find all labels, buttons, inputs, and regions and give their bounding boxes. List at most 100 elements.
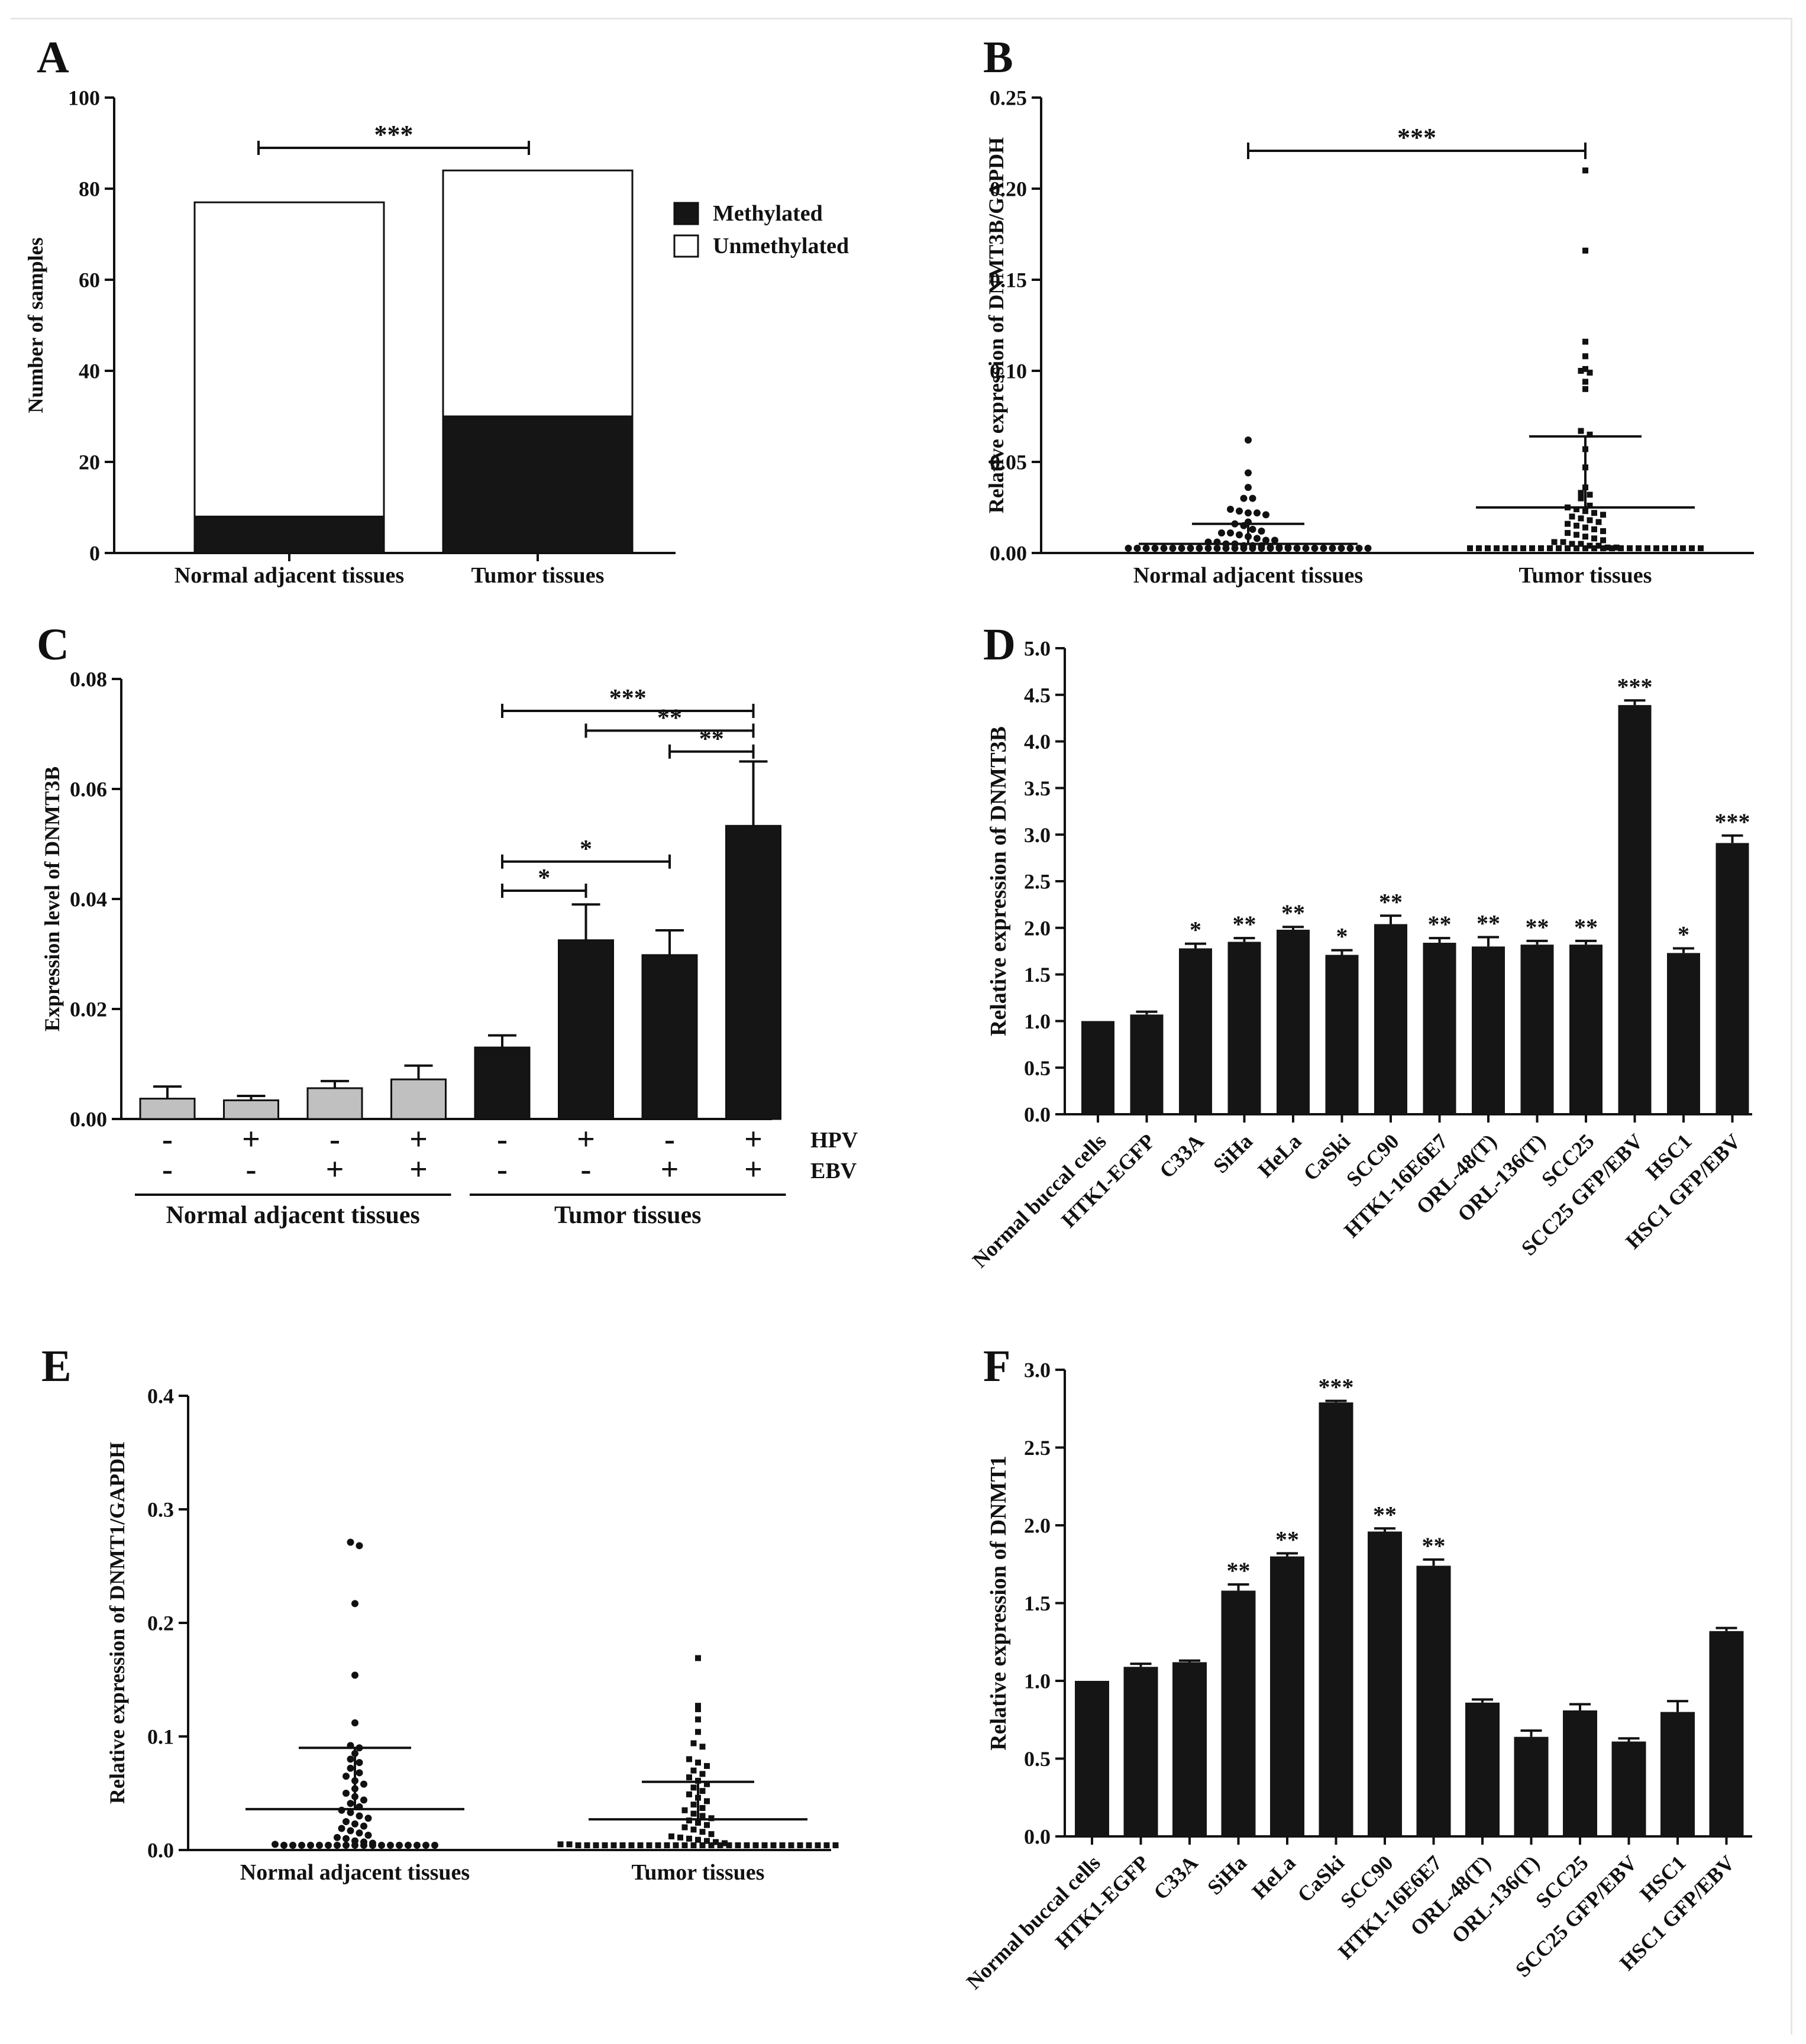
y-tick-label: 0.5 (1024, 1747, 1051, 1771)
data-point (695, 1819, 701, 1826)
data-point (1565, 530, 1571, 536)
significance-label: * (580, 836, 592, 863)
data-point (690, 1810, 697, 1817)
data-point (1595, 519, 1602, 525)
data-point (1587, 431, 1593, 438)
legend-swatch (673, 202, 699, 225)
data-point (360, 1842, 367, 1849)
stacked-bar-segment (442, 415, 634, 554)
data-point (347, 1764, 354, 1772)
data-point (788, 1842, 794, 1848)
data-point (557, 1841, 564, 1848)
data-point (1600, 537, 1606, 544)
y-tick-label: 3.0 (1024, 1359, 1051, 1382)
data-point (646, 1842, 652, 1848)
significance-label: ** (1373, 1501, 1397, 1528)
data-point (1591, 526, 1597, 532)
y-tick-label: 0.3 (147, 1498, 174, 1522)
y-tick-label: 1.0 (1024, 1010, 1051, 1033)
data-point (695, 1729, 701, 1735)
data-point (378, 1842, 385, 1849)
data-point (704, 1762, 710, 1769)
data-point (1574, 532, 1579, 538)
data-point (1236, 507, 1243, 515)
data-point (1262, 536, 1269, 544)
y-tick-label: 1.5 (1024, 963, 1051, 987)
data-point (637, 1842, 644, 1848)
bar (1520, 945, 1554, 1114)
significance-label: *** (609, 685, 647, 712)
x-category-label: Normal adjacent tissues (240, 1860, 470, 1885)
significance-label: ** (1227, 1557, 1251, 1584)
data-point (1582, 353, 1588, 360)
data-point (1587, 491, 1593, 498)
bar (223, 1099, 279, 1120)
y-tick-label: 0.06 (70, 778, 107, 801)
data-point (1591, 535, 1597, 542)
data-point (1627, 545, 1633, 551)
data-point (1196, 545, 1203, 552)
data-point (1142, 545, 1150, 552)
bar (1277, 929, 1310, 1114)
significance-label: ** (1422, 1532, 1446, 1559)
data-point (347, 1538, 354, 1546)
bar (1368, 1531, 1402, 1836)
panel-c-chart: 0.00 0.02 0.04 0.06 0.08 Expression level of … (40, 668, 858, 1229)
data-point (695, 1760, 701, 1766)
data-point (1249, 545, 1256, 552)
x-category-label: Tumor tissues (1519, 563, 1652, 588)
data-point (681, 1824, 688, 1830)
data-point (1578, 515, 1584, 522)
bar (1660, 1712, 1695, 1836)
y-tick-label: 60 (79, 269, 100, 292)
ebv-sign: + (326, 1152, 344, 1187)
data-point (779, 1842, 786, 1848)
data-point (1613, 544, 1620, 551)
data-point (752, 1842, 759, 1848)
bar (1325, 955, 1359, 1114)
y-tick-label: 20 (79, 451, 100, 474)
data-point (334, 1833, 341, 1841)
significance-label: ** (1428, 911, 1452, 937)
hpv-sign: + (242, 1121, 260, 1157)
data-point (699, 1829, 706, 1835)
bar (1319, 1402, 1353, 1836)
data-point (726, 1842, 732, 1848)
x-category-label: C33A (1149, 1851, 1203, 1904)
y-axis-label: Relative expression of DNMT1 (986, 1456, 1011, 1751)
data-point (1346, 545, 1354, 552)
bar (1221, 1590, 1256, 1836)
data-point (1565, 520, 1571, 527)
data-point (1604, 544, 1611, 551)
data-point (575, 1842, 581, 1848)
data-point (347, 1800, 354, 1807)
data-point (832, 1842, 839, 1848)
data-point (1595, 542, 1602, 549)
data-point (699, 1813, 706, 1819)
data-point (699, 1771, 706, 1777)
y-axis-label: Relative expression of DNMT1/GAPDH (105, 1442, 129, 1804)
data-point (1645, 545, 1650, 551)
data-point (1636, 545, 1642, 551)
data-point (1582, 167, 1588, 174)
bar (1514, 1736, 1549, 1836)
data-point (1337, 545, 1345, 552)
data-point (1240, 545, 1248, 552)
data-point (668, 1833, 674, 1839)
y-tick-label: 4.5 (1024, 683, 1051, 707)
data-point (1578, 490, 1584, 496)
panel-d-chart: 0.0 0.5 1.0 1.5 2.0 2.5 3.0 3.5 4.0 4.5 5.0 Relativ… (968, 637, 1752, 1272)
bar (725, 824, 781, 1120)
significance-label: * (1678, 921, 1689, 947)
data-point (356, 1829, 363, 1837)
significance-label: ** (1477, 910, 1500, 937)
data-point (1578, 368, 1584, 374)
data-point (815, 1842, 821, 1848)
y-tick-label: 1.0 (1024, 1670, 1051, 1693)
data-point (360, 1796, 367, 1804)
y-tick-label: 0.5 (1024, 1056, 1051, 1080)
data-point (602, 1842, 608, 1848)
significance-label: *** (1715, 808, 1750, 835)
